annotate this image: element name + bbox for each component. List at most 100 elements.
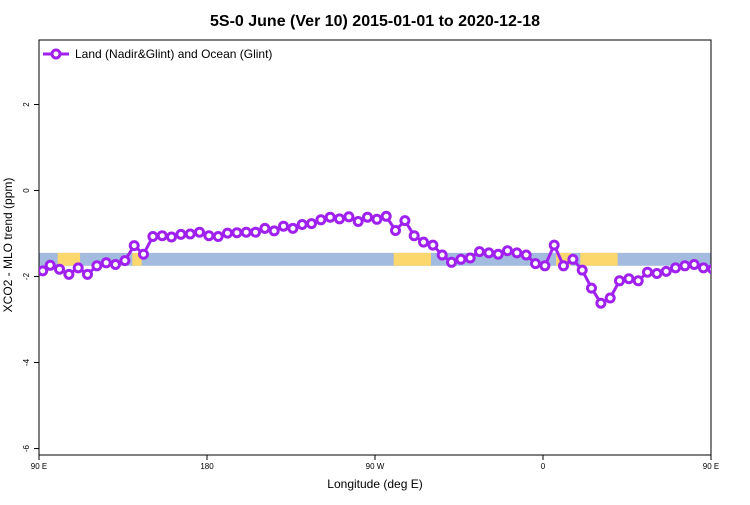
data-point <box>138 248 149 260</box>
data-point <box>63 268 75 280</box>
data-point <box>746 264 750 272</box>
data-point <box>231 227 243 239</box>
x-tick-label-2: 90 W <box>366 462 385 471</box>
data-point <box>128 240 140 252</box>
data-point <box>166 231 177 243</box>
data-point <box>567 253 579 265</box>
chart-title: 5S-0 June (Ver 10) 2015-01-01 to 2020-12… <box>210 13 540 30</box>
data-point <box>91 260 103 272</box>
x-tick-label-3: 0 <box>541 462 546 471</box>
legend-marker-swatch <box>50 48 62 60</box>
data-point <box>380 210 392 222</box>
data-point <box>399 215 411 227</box>
data-point <box>54 263 65 275</box>
data-point <box>212 231 224 242</box>
surface-band-land-2 <box>393 252 431 266</box>
data-point <box>520 249 532 261</box>
data-point <box>44 259 56 271</box>
data-point <box>175 228 187 240</box>
data-point <box>287 222 299 234</box>
data-point <box>203 230 215 242</box>
data-point <box>119 255 131 267</box>
data-point <box>278 220 289 232</box>
data-point <box>737 270 745 278</box>
data-point <box>614 275 625 287</box>
data-point <box>492 248 504 260</box>
data-point <box>436 249 448 261</box>
legend-label: Land (Nadir&Glint) and Ocean (Glint) <box>75 47 272 61</box>
data-point <box>707 264 711 275</box>
y-tick-label-2: -2 <box>22 272 31 280</box>
data-point <box>698 262 709 274</box>
x-tick-label-1: 180 <box>200 462 214 471</box>
data-point <box>558 260 569 272</box>
data-point <box>660 265 672 277</box>
data-point <box>539 260 551 272</box>
data-point <box>147 231 159 242</box>
data-point <box>446 256 457 268</box>
data-point <box>604 292 616 304</box>
data-point <box>324 211 336 223</box>
surface-band-land-1 <box>132 252 142 266</box>
data-point <box>728 264 736 272</box>
data-point <box>651 268 663 279</box>
data-point <box>586 282 597 294</box>
data-point <box>483 247 495 259</box>
data-point <box>315 214 327 226</box>
data-point <box>184 228 196 240</box>
data-point <box>595 297 607 309</box>
data-point <box>390 225 401 236</box>
data-point <box>371 213 383 225</box>
data-point <box>530 258 541 270</box>
data-point <box>352 216 364 227</box>
surface-band-land-0 <box>57 252 81 266</box>
data-point <box>679 260 691 272</box>
data-point <box>455 253 467 265</box>
data-point <box>194 226 205 238</box>
data-point <box>670 262 681 274</box>
data-point <box>222 227 233 239</box>
data-point <box>632 275 644 287</box>
plot-frame <box>38 39 712 456</box>
data-point <box>343 211 355 223</box>
data-point <box>548 239 560 251</box>
y-tick-label-1: -4 <box>22 358 31 366</box>
data-point <box>259 222 271 234</box>
legend: Land (Nadir&Glint) and Ocean (Glint) <box>43 47 272 61</box>
data-point <box>268 225 280 237</box>
data-point <box>427 239 439 251</box>
data-point <box>464 252 476 264</box>
data-point <box>334 213 345 225</box>
data-point <box>642 266 653 278</box>
data-point <box>296 219 308 230</box>
series-0 <box>39 210 750 309</box>
data-point <box>110 259 121 270</box>
plot-area: 90 E 180 90 W 0 90 E -6 -4 -2 0 2 <box>22 39 750 471</box>
data-point <box>718 261 726 269</box>
y-tick-label-4: 2 <box>22 102 31 107</box>
data-point <box>362 211 373 223</box>
x-axis-label: Longitude (deg E) <box>327 477 422 491</box>
data-point <box>408 230 420 242</box>
data-point <box>511 247 523 259</box>
y-tick-label-3: 0 <box>22 188 31 193</box>
y-axis-label: XCO2 - MLO trend (ppm) <box>1 178 15 313</box>
data-point <box>39 265 49 277</box>
data-point <box>474 246 485 258</box>
data-point <box>623 273 635 285</box>
data-point <box>688 259 700 270</box>
data-point <box>156 230 168 242</box>
data-point <box>306 218 317 230</box>
data-point <box>418 236 429 248</box>
data-point <box>100 257 112 269</box>
data-point <box>240 226 252 238</box>
data-point <box>72 262 84 274</box>
data-point <box>250 226 261 238</box>
data-point <box>82 268 93 280</box>
x-tick-label-0: 90 E <box>31 462 47 471</box>
surface-band-land-4 <box>580 252 618 266</box>
y-tick-label-0: -6 <box>22 444 31 452</box>
data-point <box>576 264 588 276</box>
